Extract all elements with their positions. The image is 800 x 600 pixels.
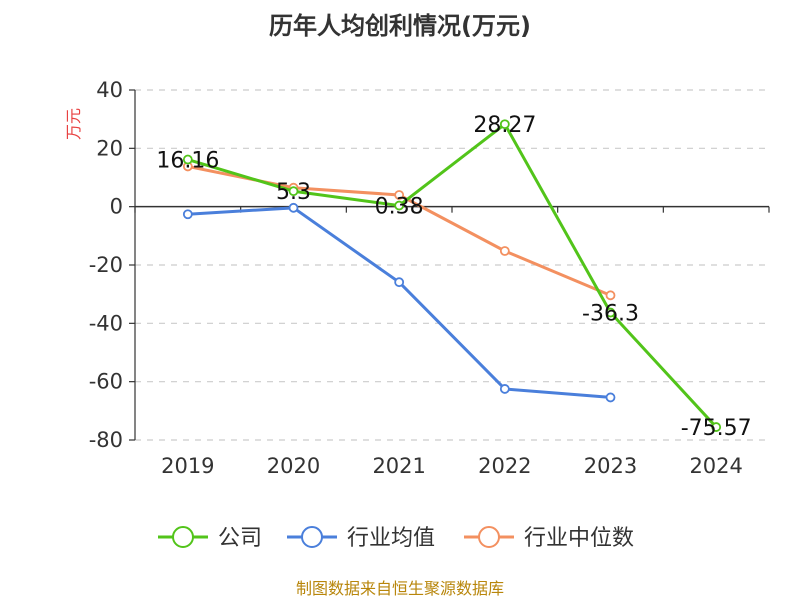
series-company xyxy=(182,119,722,432)
y-tick-label: -80 xyxy=(89,428,123,452)
data-point xyxy=(499,246,510,256)
data-label: -36.3 xyxy=(582,302,639,327)
data-point xyxy=(182,154,193,165)
series-line xyxy=(187,122,718,429)
legend-item[interactable]: 行业均值 xyxy=(287,526,435,551)
x-tick-label: 2020 xyxy=(267,454,320,478)
y-tick-label: 20 xyxy=(96,136,123,160)
series-line xyxy=(187,206,611,399)
legend-swatch-marker xyxy=(478,526,500,548)
legend-swatch-marker xyxy=(301,526,323,548)
data-point xyxy=(711,422,722,432)
grid-lines xyxy=(135,89,769,441)
source-note: 制图数据来自恒生聚源数据库 xyxy=(296,579,504,598)
data-point xyxy=(499,119,510,130)
legend-label: 公司 xyxy=(218,526,262,551)
legend-label: 行业均值 xyxy=(347,526,435,551)
x-tick-label: 2022 xyxy=(478,454,531,478)
data-point xyxy=(394,190,405,200)
legend-item[interactable]: 公司 xyxy=(158,526,262,551)
data-point xyxy=(394,277,405,288)
y-tick-label: -20 xyxy=(89,253,123,277)
data-point xyxy=(605,307,616,318)
x-tick-label: 2019 xyxy=(161,454,214,478)
data-point xyxy=(499,384,510,394)
data-point xyxy=(182,209,193,220)
x-tick-label: 2024 xyxy=(689,454,742,478)
legend-label: 行业中位数 xyxy=(524,526,634,551)
data-point xyxy=(605,392,616,403)
series-industry-mean xyxy=(182,202,616,403)
y-tick-label: -40 xyxy=(89,311,123,335)
series-line xyxy=(187,164,612,297)
legend-item[interactable]: 行业中位数 xyxy=(464,526,634,551)
y-tick-label: -60 xyxy=(89,370,123,394)
data-point xyxy=(394,200,405,211)
y-tick-label: 40 xyxy=(96,78,123,102)
axes: 40 20 0 -20 -40 -60 -80 2019 2020 2021 2022 2023 202… xyxy=(89,78,770,478)
data-label: -75.57 xyxy=(681,416,752,441)
data-labels: 16.16 5.3 0.38 28.27 -36.3 -75.57 xyxy=(156,113,751,441)
data-label: 5.3 xyxy=(276,180,311,205)
legend-swatch-marker xyxy=(172,526,194,548)
data-label: 28.27 xyxy=(473,113,536,138)
y-axis-unit-label: 万元 xyxy=(64,108,83,140)
data-point xyxy=(288,186,299,197)
x-tick-label: 2021 xyxy=(372,454,425,478)
y-tick-label: 0 xyxy=(110,195,123,219)
legend: 公司 行业均值 行业中位数 xyxy=(158,526,634,551)
x-tick-label: 2023 xyxy=(584,454,637,478)
data-label: 16.16 xyxy=(156,149,219,174)
series-layer xyxy=(182,119,722,432)
chart-title: 历年人均创利情况(万元) xyxy=(269,12,531,40)
data-point xyxy=(288,202,299,213)
data-point xyxy=(605,290,616,301)
data-label: 0.38 xyxy=(375,195,424,220)
